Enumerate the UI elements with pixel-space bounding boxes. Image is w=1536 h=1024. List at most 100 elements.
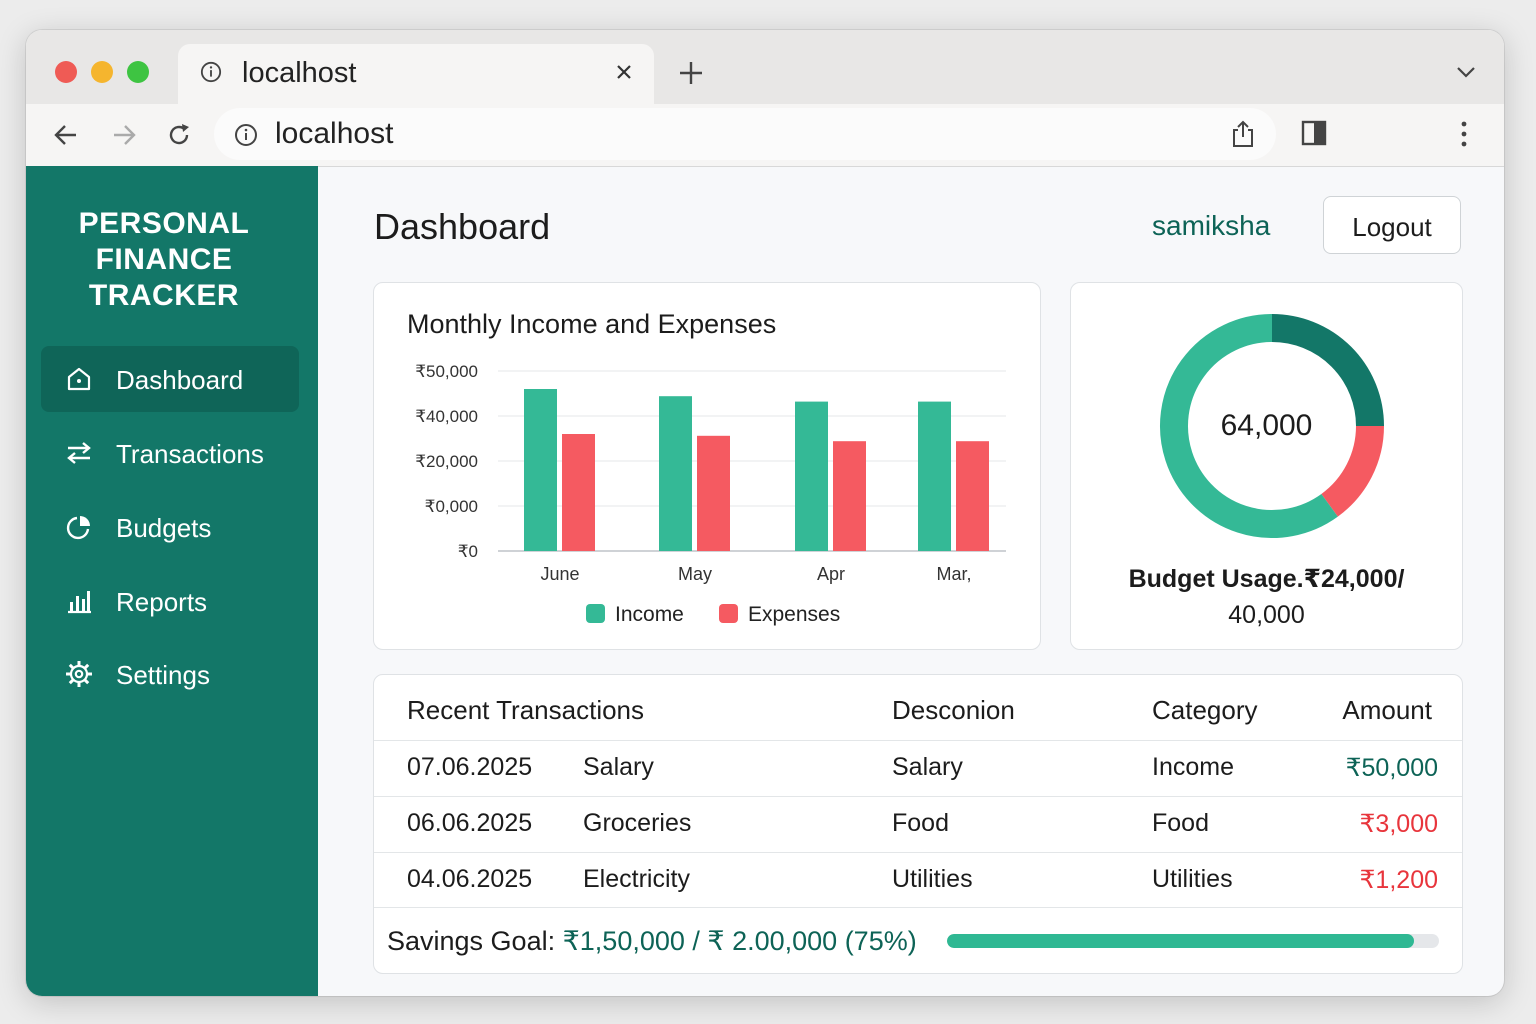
side-panel-icon[interactable] — [1300, 119, 1328, 147]
budget-usage-amount: ₹24,000/ — [1303, 565, 1405, 593]
donut-slice — [1271, 314, 1384, 427]
y-tick-label: ₹40,000 — [415, 407, 478, 426]
sidebar-item-label: Budgets — [116, 513, 212, 543]
bar-expenses — [562, 434, 595, 551]
close-window-button[interactable] — [55, 61, 77, 83]
kebab-menu-icon[interactable] — [1452, 119, 1476, 149]
page-title: Dashboard — [374, 206, 551, 247]
share-icon[interactable] — [1230, 120, 1256, 148]
brand-line: PERSONAL — [78, 207, 250, 240]
tx-category: Income — [1152, 753, 1234, 781]
savings-progress-fill — [947, 934, 1415, 948]
sidebar-item-reports[interactable]: Reports — [41, 568, 299, 634]
tx-category: Food — [1152, 809, 1209, 837]
tx-category: Utilities — [1152, 865, 1233, 893]
maximize-window-button[interactable] — [127, 61, 149, 83]
browser-tab[interactable]: localhost — [178, 44, 654, 104]
legend-label: Income — [615, 603, 684, 626]
savings-goal-value: ₹1,50,000 / ₹ 2.00,000 — [562, 926, 838, 956]
x-tick-label: Mar, — [936, 564, 971, 584]
legend-swatch — [586, 604, 605, 623]
bar-chart-icon — [68, 591, 91, 614]
back-arrow-icon[interactable] — [52, 121, 80, 149]
page-content: PERSONAL FINANCE TRACKER Dashboard Tr — [26, 166, 1504, 996]
site-info-icon[interactable] — [234, 123, 258, 147]
username: samiksha — [1152, 210, 1271, 241]
savings-goal-percent: (75%) — [844, 926, 917, 956]
tx-name: Salary — [583, 753, 654, 781]
tx-amount: ₹1,200 — [1359, 866, 1438, 894]
main-panel: Dashboard samiksha Logout Monthly Income… — [318, 166, 1504, 996]
tx-description: Utilities — [892, 865, 973, 893]
x-tick-label: Apr — [817, 564, 845, 584]
brand-line: FINANCE — [95, 243, 233, 276]
sidebar-item-label: Dashboard — [116, 365, 244, 395]
reload-icon[interactable] — [165, 121, 193, 149]
tab-title: localhost — [242, 57, 357, 89]
url-text[interactable]: localhost — [275, 117, 394, 150]
legend-label: Expenses — [748, 603, 840, 626]
tx-date: 07.06.2025 — [407, 753, 533, 781]
bar-income — [524, 389, 557, 551]
tx-description: Food — [892, 809, 949, 837]
savings-goal: Savings Goal: ₹1,50,000 / ₹ 2.00,000 (75… — [374, 907, 1462, 976]
y-tick-label: ₹0 — [458, 542, 478, 561]
y-tick-label: ₹0,000 — [425, 497, 478, 516]
new-tab-icon[interactable] — [676, 58, 706, 88]
budget-usage-total: 40,000 — [1228, 601, 1305, 629]
tx-date: 04.06.2025 — [407, 865, 533, 893]
tx-name: Groceries — [583, 809, 692, 837]
sidebar-item-budgets[interactable]: Budgets — [41, 494, 299, 560]
logout-button[interactable]: Logout — [1323, 196, 1461, 254]
brand-title: PERSONAL FINANCE TRACKER — [26, 206, 302, 314]
x-tick-label: June — [540, 564, 579, 584]
savings-progress-bar — [947, 934, 1439, 948]
tab-strip: localhost — [26, 30, 1504, 104]
sidebar-item-settings[interactable]: Settings — [41, 641, 299, 707]
donut-center-value: 64,000 — [1220, 409, 1313, 442]
sidebar-item-transactions[interactable]: Transactions — [41, 420, 299, 486]
tx-description: Salary — [892, 753, 963, 781]
brand-line: TRACKER — [88, 279, 240, 312]
bar-expenses — [956, 441, 989, 551]
savings-goal-label: Savings Goal: — [387, 926, 556, 956]
sidebar-item-label: Transactions — [116, 439, 264, 469]
bar-income — [659, 396, 692, 551]
pie-chart-icon — [66, 516, 90, 540]
column-header-amount: Amount — [1342, 695, 1432, 725]
close-tab-icon[interactable] — [612, 60, 636, 84]
sidebar-item-label: Reports — [116, 587, 208, 617]
tx-amount: ₹50,000 — [1345, 754, 1438, 782]
legend-swatch — [719, 604, 738, 623]
minimize-window-button[interactable] — [91, 61, 113, 83]
table-row[interactable]: 06.06.2025 Groceries Food Food ₹3,000 — [374, 796, 1462, 853]
browser-toolbar: localhost — [26, 104, 1504, 167]
forward-arrow-icon[interactable] — [110, 121, 138, 149]
savings-goal-text: Savings Goal: ₹1,50,000 / ₹ 2.00,000 (75… — [387, 926, 917, 957]
recent-transactions-card: Recent Transactions Desconion Category A… — [373, 674, 1463, 974]
address-bar[interactable]: localhost — [214, 108, 1276, 160]
bar-income — [795, 401, 828, 551]
table-row[interactable]: 04.06.2025 Electricity Utilities Utiliti… — [374, 852, 1462, 909]
donut-slice — [1160, 314, 1338, 538]
column-header-description: Desconion — [892, 695, 1015, 725]
budget-usage-label: Budget Usage. — [1128, 565, 1304, 593]
sidebar-item-dashboard[interactable]: Dashboard — [41, 346, 299, 412]
bar-income — [918, 401, 951, 551]
chevron-down-icon[interactable] — [1454, 60, 1478, 84]
tx-name: Electricity — [583, 865, 690, 893]
chart-title: Monthly Income and Expenses — [407, 309, 777, 339]
home-icon — [67, 367, 91, 391]
budget-usage-card: 64,000 Budget Usage.₹24,000/ 40,000 — [1070, 282, 1463, 650]
sidebar: PERSONAL FINANCE TRACKER Dashboard Tr — [26, 166, 318, 996]
table-row[interactable]: 07.06.2025 Salary Salary Income ₹50,000 — [374, 740, 1462, 797]
income-expenses-chart-card: Monthly Income and Expenses ₹50,000 ₹40,0… — [373, 282, 1041, 650]
browser-window: localhost — [26, 30, 1504, 996]
tx-date: 06.06.2025 — [407, 809, 533, 837]
y-tick-label: ₹20,000 — [415, 452, 478, 471]
y-tick-label: ₹50,000 — [415, 362, 478, 381]
bar-expenses — [833, 441, 866, 551]
bar-chart: ₹50,000 ₹40,000 ₹20,000 ₹0,000 ₹0 June May Apr M… — [415, 362, 1006, 626]
info-icon — [200, 61, 222, 83]
transactions-title: Recent Transactions — [407, 695, 645, 725]
